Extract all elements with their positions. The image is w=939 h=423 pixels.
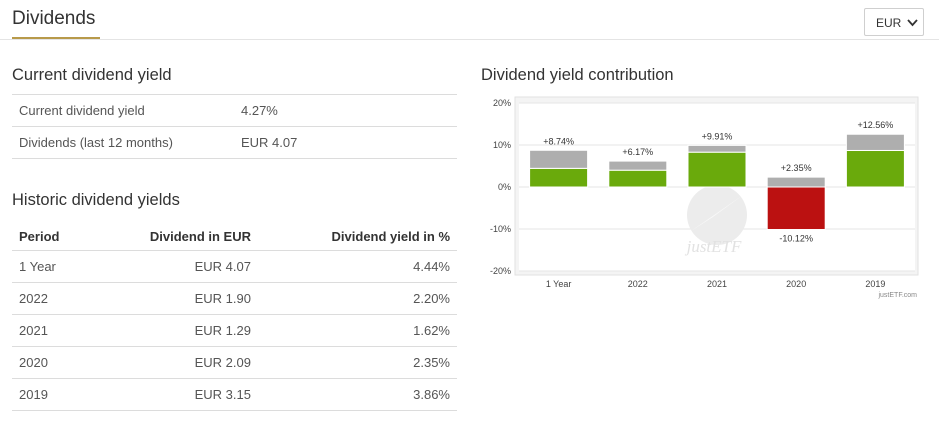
row-label: Current dividend yield [19,103,145,118]
dividend-yield-chart: 20% 10% 0% -10% -20% justETF +8.74% 1 Year +6.17… [481,95,921,300]
cell-yield: 4.44% [413,259,450,274]
x-tick-label: 2021 [707,279,727,289]
bar-segment [529,149,589,169]
watermark-text: justETF [685,237,742,256]
table-row: Dividends (last 12 months) EUR 4.07 [12,127,457,159]
historic-yields-heading: Historic dividend yields [12,191,180,209]
x-tick-label: 2022 [628,279,648,289]
chart-svg: 20% 10% 0% -10% -20% justETF +8.74% 1 Year +6.17… [490,96,919,299]
table-header-row: Period Dividend in EUR Dividend yield in… [12,219,457,251]
bar-segment [687,151,747,188]
row-label: Dividends (last 12 months) [19,135,173,150]
cell-dividend: EUR 3.15 [194,387,251,402]
chevron-down-icon [907,19,918,27]
cell-yield: 2.20% [413,291,450,306]
data-label: +8.74% [543,136,574,146]
bar-segment [766,186,826,231]
current-yield-table: Current dividend yield 4.27% Dividends (… [12,94,457,159]
table-row: 2021 EUR 1.29 1.62% [12,315,457,347]
cell-yield: 2.35% [413,355,450,370]
data-label: +2.35% [781,163,812,173]
table-row: 2019 EUR 3.15 3.86% [12,379,457,411]
data-label: +6.17% [622,147,653,157]
header-yield: Dividend yield in % [331,229,450,244]
cell-yield: 3.86% [413,387,450,402]
bar-segment [529,167,589,188]
cell-period: 2020 [19,355,48,370]
chart-credit: justETF.com [877,292,917,299]
x-tick-label: 2019 [865,279,885,289]
currency-select[interactable]: EUR [864,8,924,36]
cell-dividend: EUR 1.90 [194,291,251,306]
data-label: +12.56% [858,120,894,130]
cell-dividend: EUR 2.09 [194,355,251,370]
table-row: 1 Year EUR 4.07 4.44% [12,251,457,283]
cell-dividend: EUR 4.07 [194,259,251,274]
bar-segment [687,144,747,153]
cell-period: 1 Year [19,259,56,274]
y-tick-label: -10% [490,224,511,234]
row-value: 4.27% [241,103,278,118]
chart-title: Dividend yield contribution [481,66,674,84]
bar-segment [845,149,905,188]
y-tick-label: 10% [493,140,511,150]
table-row: Current dividend yield 4.27% [12,95,457,127]
data-label: +9.91% [702,131,733,141]
page-header: Dividends EUR [0,0,939,40]
historic-yields-table: Period Dividend in EUR Dividend yield in… [12,219,457,411]
header-period: Period [19,229,60,244]
bar-segment [766,176,826,188]
x-tick-label: 1 Year [546,279,572,289]
y-tick-label: 20% [493,98,511,108]
bar-segment [608,169,668,188]
currency-value: EUR [876,16,902,30]
watermark-arrow [691,195,743,231]
watermark-logo [687,185,747,245]
y-tick-label: 0% [498,182,511,192]
page-title: Dividends [12,8,96,29]
data-label: -10.12% [779,234,813,244]
cell-period: 2021 [19,323,48,338]
table-row: 2022 EUR 1.90 2.20% [12,283,457,315]
table-row: 2020 EUR 2.09 2.35% [12,347,457,379]
cell-period: 2022 [19,291,48,306]
cell-yield: 1.62% [413,323,450,338]
bar-segment [845,133,905,151]
current-yield-heading: Current dividend yield [12,66,172,84]
title-underline [12,37,100,39]
y-tick-label: -20% [490,266,511,276]
cell-dividend: EUR 1.29 [194,323,251,338]
x-tick-label: 2020 [786,279,806,289]
cell-period: 2019 [19,387,48,402]
bar-segment [608,160,668,171]
header-dividend: Dividend in EUR [149,229,251,244]
row-value: EUR 4.07 [241,135,298,150]
